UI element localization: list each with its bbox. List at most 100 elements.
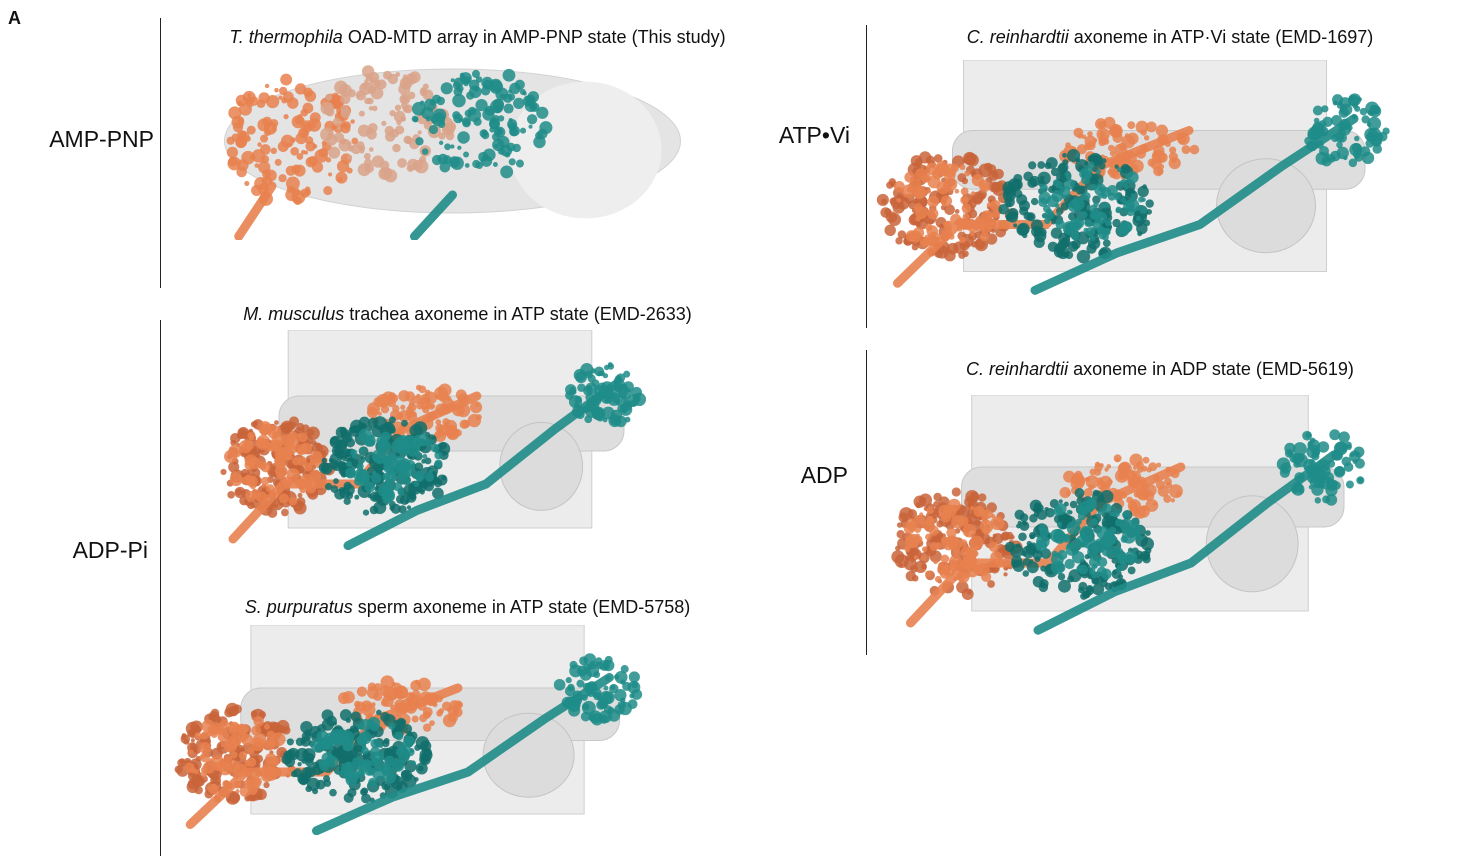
shape	[445, 121, 456, 132]
shape	[436, 97, 445, 106]
shape	[394, 111, 406, 123]
shape	[1073, 128, 1083, 138]
shape	[1080, 526, 1094, 540]
shape	[1141, 198, 1145, 202]
shape	[1136, 216, 1141, 221]
shape	[1146, 121, 1157, 132]
shape	[381, 405, 389, 413]
shape	[395, 731, 404, 740]
shape	[302, 103, 313, 114]
shape	[481, 131, 489, 139]
shape	[1098, 510, 1104, 516]
shape	[393, 482, 402, 491]
caption-text: trachea axoneme in ATP state (EMD-2633)	[349, 304, 692, 324]
shape	[1112, 547, 1123, 558]
shape	[440, 396, 446, 402]
shape	[434, 115, 438, 119]
shape	[261, 477, 270, 486]
shape	[495, 127, 503, 135]
shape	[473, 118, 481, 126]
shape	[262, 117, 272, 127]
shape	[964, 153, 976, 165]
shape	[283, 114, 288, 119]
shape	[279, 493, 289, 503]
shape	[597, 662, 604, 669]
shape	[1119, 142, 1127, 150]
shape	[385, 131, 395, 141]
shape	[1099, 131, 1105, 137]
shape	[1294, 472, 1304, 482]
shape	[926, 189, 931, 194]
shape	[1172, 159, 1176, 163]
shape	[218, 731, 229, 742]
shape	[1013, 174, 1022, 183]
shape	[970, 506, 974, 510]
shape	[427, 415, 433, 421]
shape	[1054, 243, 1065, 254]
shape	[962, 204, 972, 214]
shape	[978, 180, 989, 191]
shape	[415, 680, 420, 685]
shape	[363, 509, 369, 515]
shape	[1365, 101, 1379, 115]
shape	[1133, 466, 1137, 470]
shape	[953, 241, 965, 253]
shape	[267, 739, 276, 748]
shape	[251, 725, 261, 735]
shape	[181, 734, 186, 739]
shape	[1342, 457, 1351, 466]
shape	[1083, 192, 1091, 200]
shape	[359, 429, 373, 443]
shape	[431, 404, 435, 408]
shape	[425, 390, 431, 396]
shape	[489, 79, 502, 92]
shape	[219, 720, 229, 730]
shape	[1084, 143, 1091, 150]
shape	[576, 410, 585, 419]
shape	[355, 704, 360, 709]
shape	[451, 78, 455, 82]
shape	[1121, 492, 1128, 499]
shape	[1065, 251, 1073, 259]
shape	[416, 385, 422, 391]
shape	[527, 114, 537, 124]
shape	[921, 555, 926, 560]
shape	[194, 786, 203, 795]
shape	[1135, 534, 1142, 541]
shape	[359, 111, 365, 117]
shape	[305, 141, 315, 151]
shape	[225, 755, 231, 761]
shape	[1081, 211, 1088, 218]
shape	[334, 489, 345, 500]
shape	[454, 700, 463, 709]
state-label: ADP-Pi	[10, 537, 148, 564]
shape	[539, 121, 552, 134]
shape	[1165, 141, 1171, 147]
shape	[896, 198, 901, 203]
shape	[959, 237, 966, 244]
shape	[239, 751, 247, 759]
shape	[1326, 494, 1338, 506]
shape	[282, 754, 293, 765]
shape	[381, 121, 386, 126]
shape	[200, 744, 204, 748]
state-label: ATP•Vi	[700, 122, 850, 149]
shape	[460, 73, 465, 78]
shape	[388, 74, 398, 84]
shape	[533, 136, 545, 148]
shape	[440, 404, 451, 415]
shape	[1084, 171, 1092, 179]
shape	[625, 417, 631, 423]
structure-image	[165, 625, 670, 835]
shape	[1044, 218, 1050, 224]
shape	[435, 419, 441, 425]
caption-text: axoneme in ADP state (EMD-5619)	[1073, 359, 1354, 379]
shape	[247, 747, 254, 754]
shape	[980, 520, 993, 533]
shape	[1097, 557, 1107, 567]
shape	[1087, 131, 1093, 137]
shape	[576, 680, 584, 688]
shape	[491, 117, 496, 122]
shape	[585, 404, 599, 418]
shape	[1131, 193, 1136, 198]
